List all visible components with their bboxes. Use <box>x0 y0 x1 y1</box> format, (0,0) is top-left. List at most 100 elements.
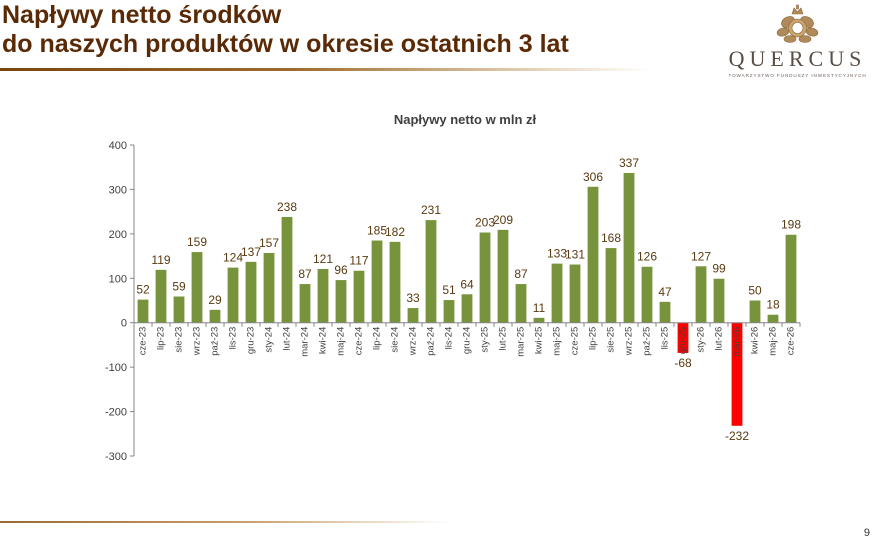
x-category-label: paź-23 <box>210 327 221 356</box>
x-category-label: gru-25 <box>678 327 689 354</box>
bar <box>533 317 545 323</box>
x-category-label: lut-25 <box>498 327 509 351</box>
bar <box>443 300 455 323</box>
bar <box>641 266 653 323</box>
bar <box>713 278 725 323</box>
bar <box>191 252 203 323</box>
data-label: 117 <box>349 254 368 268</box>
data-label: 231 <box>421 203 441 217</box>
bar <box>677 322 689 353</box>
bar <box>245 261 257 323</box>
x-category-label: sie-23 <box>174 327 185 353</box>
x-category-label: kwi-24 <box>318 327 329 354</box>
x-category-label: maj-26 <box>768 327 779 356</box>
x-category-label: wrz-24 <box>408 327 419 357</box>
data-label: 59 <box>172 280 186 294</box>
bar <box>227 267 239 323</box>
bar <box>479 232 491 323</box>
bar <box>497 229 509 323</box>
data-label: 64 <box>460 277 474 291</box>
data-label: -232 <box>725 429 749 443</box>
bar <box>623 172 635 323</box>
data-label: 209 <box>493 213 513 227</box>
data-label: 306 <box>583 170 603 184</box>
bar <box>263 252 275 323</box>
y-tick-label: -300 <box>105 451 127 463</box>
bar <box>335 280 347 323</box>
bar <box>569 264 581 323</box>
data-label: 96 <box>334 263 348 277</box>
bar <box>551 263 563 323</box>
data-label: 51 <box>442 283 456 297</box>
x-category-label: cze-25 <box>570 327 581 356</box>
data-label: 168 <box>601 231 621 245</box>
bar <box>461 294 473 323</box>
bar <box>353 270 365 323</box>
bar <box>371 240 383 323</box>
y-tick-label: -200 <box>105 407 127 419</box>
y-tick-label: 0 <box>121 318 127 330</box>
slide-title: Napływy netto środków do naszych produkt… <box>2 1 569 59</box>
bar <box>425 220 437 323</box>
x-category-label: gru-24 <box>462 327 473 354</box>
bar <box>389 241 401 323</box>
x-category-label: sty-26 <box>696 327 707 353</box>
x-category-label: lis-23 <box>228 327 239 350</box>
y-tick-label: 300 <box>109 184 127 196</box>
data-label: 127 <box>691 249 711 263</box>
x-category-label: lip-24 <box>372 327 383 350</box>
bar <box>299 284 311 323</box>
bar <box>785 234 797 323</box>
bar <box>173 296 185 323</box>
data-label: 133 <box>547 247 567 261</box>
y-tick-label: 200 <box>109 229 127 241</box>
data-label: 11 <box>533 301 546 315</box>
y-tick-label: 100 <box>109 273 127 285</box>
data-label: 29 <box>208 293 222 307</box>
x-category-label: mar-26 <box>732 327 743 357</box>
x-category-label: cze-23 <box>138 327 149 356</box>
data-label: 33 <box>406 291 420 305</box>
x-category-label: kwi-25 <box>534 327 545 354</box>
bar <box>605 248 617 323</box>
data-label: 124 <box>223 251 243 265</box>
logo-tagline: TOWARZYSTWO FUNDUSZY INWESTYCYJNYCH <box>728 73 867 78</box>
y-tick-label: -100 <box>105 362 127 374</box>
slide-title-line-1: Napływy netto środków <box>2 1 282 29</box>
data-label: 159 <box>187 235 207 249</box>
bar <box>137 299 149 323</box>
data-label: 18 <box>766 298 780 312</box>
data-label: 137 <box>241 245 261 259</box>
data-label: 87 <box>514 267 528 281</box>
bar <box>209 309 221 323</box>
bar <box>281 216 293 323</box>
crest-icon <box>776 4 819 43</box>
x-category-label: maj-24 <box>336 327 347 356</box>
data-label: 185 <box>367 224 387 238</box>
x-category-label: cze-24 <box>354 327 365 356</box>
data-label: 87 <box>298 267 312 281</box>
x-category-label: lip-23 <box>156 327 167 350</box>
x-category-label: sty-24 <box>264 327 275 353</box>
data-label: 99 <box>712 262 726 276</box>
data-label: -68 <box>674 356 692 370</box>
x-category-label: wrz-25 <box>624 327 635 357</box>
bar <box>749 300 761 323</box>
y-tick-label: 400 <box>109 140 127 152</box>
data-label: 203 <box>475 216 495 230</box>
data-label: 47 <box>658 285 672 299</box>
bar <box>587 186 599 323</box>
bar <box>155 269 167 323</box>
x-category-label: lis-25 <box>660 327 671 350</box>
x-category-label: lis-24 <box>444 327 455 350</box>
x-category-label: kwi-26 <box>750 327 761 354</box>
bar <box>515 284 527 323</box>
x-category-label: mar-24 <box>300 327 311 357</box>
data-label: 182 <box>385 225 405 239</box>
x-category-label: sty-25 <box>480 327 491 353</box>
bar <box>317 268 329 323</box>
data-label: 126 <box>637 250 657 264</box>
bar <box>407 308 419 323</box>
bar <box>695 266 707 323</box>
x-category-label: lip-25 <box>588 327 599 350</box>
